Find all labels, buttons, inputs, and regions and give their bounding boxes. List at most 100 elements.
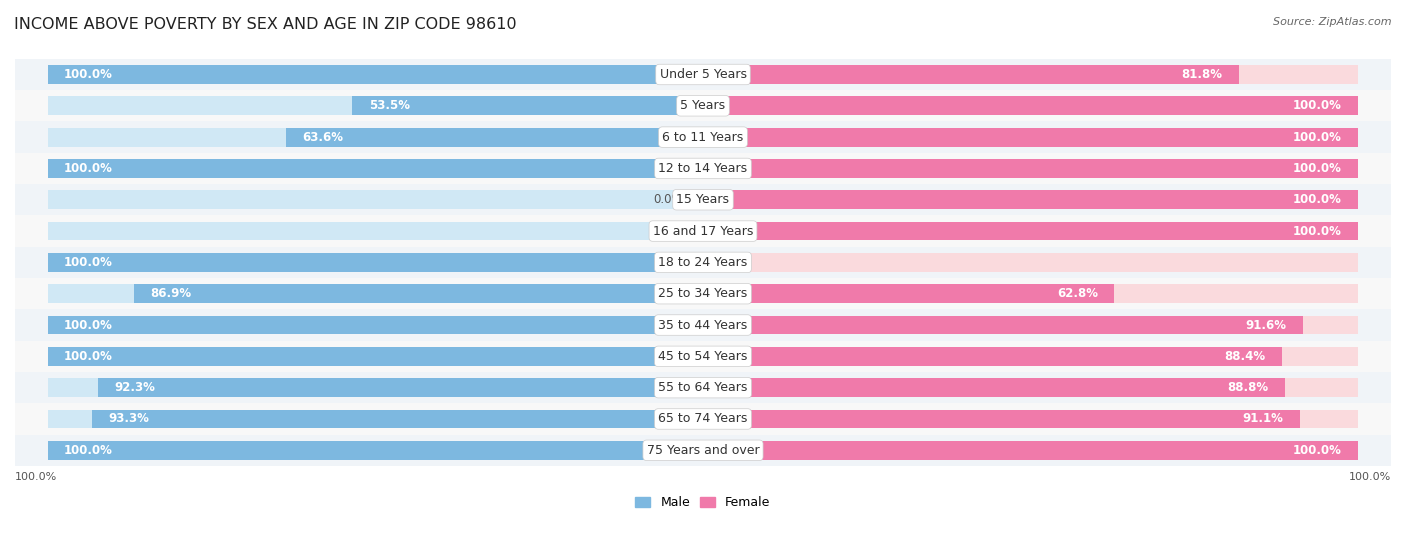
Legend: Male, Female: Male, Female [630, 491, 776, 514]
Bar [703, 96, 1358, 115]
Bar [703, 191, 1358, 209]
Bar [703, 316, 1303, 334]
Bar [703, 159, 1358, 178]
Bar [15, 121, 1391, 153]
Text: 91.1%: 91.1% [1243, 413, 1284, 425]
Bar [703, 316, 1358, 334]
Text: 0.0%: 0.0% [723, 256, 752, 269]
Bar [703, 441, 1358, 459]
Text: 91.6%: 91.6% [1246, 319, 1286, 331]
Bar [15, 184, 1391, 215]
Text: 12 to 14 Years: 12 to 14 Years [658, 162, 748, 175]
Text: 100.0%: 100.0% [1348, 472, 1391, 482]
Bar [703, 441, 1358, 459]
Bar [703, 159, 1358, 178]
Bar [15, 90, 1391, 121]
Bar [48, 410, 703, 428]
Bar [703, 285, 1115, 303]
Text: 100.0%: 100.0% [65, 162, 112, 175]
Bar [15, 153, 1391, 184]
Bar [353, 96, 703, 115]
Text: 65 to 74 Years: 65 to 74 Years [658, 413, 748, 425]
Text: 100.0%: 100.0% [1294, 225, 1341, 238]
Text: 100.0%: 100.0% [1294, 162, 1341, 175]
Bar [703, 191, 1358, 209]
Bar [15, 435, 1391, 466]
Bar [48, 127, 703, 146]
Bar [48, 347, 703, 366]
Bar [15, 247, 1391, 278]
Text: 100.0%: 100.0% [1294, 100, 1341, 112]
Bar [48, 96, 703, 115]
Bar [703, 378, 1285, 397]
Text: 25 to 34 Years: 25 to 34 Years [658, 287, 748, 300]
Bar [48, 441, 703, 459]
Bar [48, 65, 703, 84]
Bar [15, 59, 1391, 90]
Bar [703, 285, 1358, 303]
Bar [91, 410, 703, 428]
Text: 15 Years: 15 Years [676, 193, 730, 206]
Text: Source: ZipAtlas.com: Source: ZipAtlas.com [1274, 17, 1392, 27]
Text: 63.6%: 63.6% [302, 131, 343, 144]
Bar [48, 253, 703, 272]
Text: 100.0%: 100.0% [1294, 131, 1341, 144]
Bar [98, 378, 703, 397]
Text: 86.9%: 86.9% [150, 287, 191, 300]
Bar [48, 159, 703, 178]
Bar [15, 309, 1391, 340]
Text: 0.0%: 0.0% [654, 193, 683, 206]
Bar [48, 378, 703, 397]
Bar [703, 253, 1358, 272]
Text: 100.0%: 100.0% [1294, 193, 1341, 206]
Bar [15, 278, 1391, 309]
Text: 100.0%: 100.0% [65, 319, 112, 331]
Bar [48, 253, 703, 272]
Bar [48, 159, 703, 178]
Text: INCOME ABOVE POVERTY BY SEX AND AGE IN ZIP CODE 98610: INCOME ABOVE POVERTY BY SEX AND AGE IN Z… [14, 17, 516, 32]
Text: 93.3%: 93.3% [108, 413, 149, 425]
Text: 5 Years: 5 Years [681, 100, 725, 112]
Text: 100.0%: 100.0% [65, 350, 112, 363]
Text: 92.3%: 92.3% [115, 381, 156, 394]
Bar [15, 215, 1391, 247]
Bar [48, 441, 703, 459]
Text: 100.0%: 100.0% [65, 444, 112, 457]
Text: 100.0%: 100.0% [65, 256, 112, 269]
Text: 55 to 64 Years: 55 to 64 Years [658, 381, 748, 394]
Bar [703, 222, 1358, 240]
Bar [48, 316, 703, 334]
Text: 0.0%: 0.0% [654, 225, 683, 238]
Bar [703, 347, 1282, 366]
Bar [703, 222, 1358, 240]
Bar [703, 410, 1358, 428]
Text: 62.8%: 62.8% [1057, 287, 1098, 300]
Text: 45 to 54 Years: 45 to 54 Years [658, 350, 748, 363]
Text: 100.0%: 100.0% [1294, 444, 1341, 457]
Text: 81.8%: 81.8% [1181, 68, 1223, 81]
Bar [703, 410, 1301, 428]
Bar [703, 378, 1358, 397]
Text: Under 5 Years: Under 5 Years [659, 68, 747, 81]
Bar [703, 96, 1358, 115]
Bar [15, 403, 1391, 435]
Text: 75 Years and over: 75 Years and over [647, 444, 759, 457]
Bar [48, 347, 703, 366]
Bar [15, 340, 1391, 372]
Bar [703, 65, 1358, 84]
Bar [48, 191, 703, 209]
Bar [703, 127, 1358, 146]
Text: 53.5%: 53.5% [368, 100, 409, 112]
Text: 16 and 17 Years: 16 and 17 Years [652, 225, 754, 238]
Text: 18 to 24 Years: 18 to 24 Years [658, 256, 748, 269]
Bar [703, 127, 1358, 146]
Text: 35 to 44 Years: 35 to 44 Years [658, 319, 748, 331]
Bar [48, 222, 703, 240]
Bar [15, 372, 1391, 403]
Bar [134, 285, 703, 303]
Bar [48, 316, 703, 334]
Text: 88.4%: 88.4% [1225, 350, 1265, 363]
Text: 100.0%: 100.0% [15, 472, 58, 482]
Bar [48, 65, 703, 84]
Text: 6 to 11 Years: 6 to 11 Years [662, 131, 744, 144]
